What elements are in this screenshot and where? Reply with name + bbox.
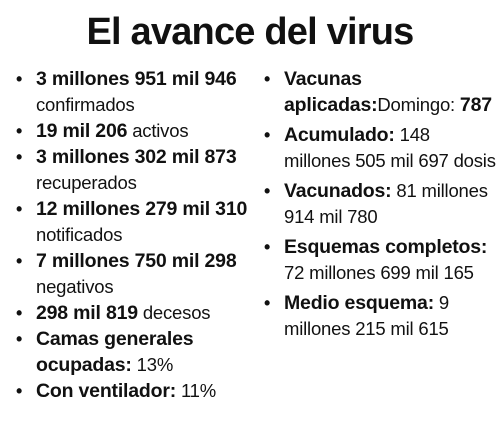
- bullet-icon: •: [16, 329, 23, 349]
- item-label: Medio esquema:: [284, 292, 434, 314]
- list-item-acumulado: • Acumulado: 148 millones 505 mil 697 do…: [262, 122, 496, 174]
- stats-list-right: • Vacunas aplicadas:Domingo: 787 • Acumu…: [262, 66, 496, 346]
- item-value: 9 millones 215 mil 615: [284, 292, 450, 339]
- item-label: Vacunados:: [284, 180, 392, 202]
- item-label: activos: [127, 120, 189, 141]
- bullet-icon: •: [16, 251, 23, 271]
- item-value: 13%: [131, 354, 174, 375]
- item-label: recuperados: [36, 172, 137, 193]
- item-label: notificados: [36, 224, 123, 245]
- bullet-icon: •: [264, 125, 271, 145]
- item-value: 3 millones 302 mil 873: [36, 146, 237, 168]
- list-item-notificados: • 12 millones 279 mil 310 notificados: [14, 196, 250, 248]
- item-label: Vacunas aplicadas:: [284, 68, 378, 116]
- bullet-icon: •: [264, 237, 271, 257]
- list-item-camas: • Camas generales ocupadas: 13%: [14, 326, 250, 378]
- bullet-icon: •: [16, 303, 23, 323]
- item-value: 7 millones 750 mil 298: [36, 250, 237, 272]
- bullet-icon: •: [16, 69, 23, 89]
- item-value: 787: [459, 94, 492, 116]
- list-item-ventilador: • Con ventilador: 11%: [14, 378, 250, 404]
- bullet-icon: •: [16, 121, 23, 141]
- item-label: negativos: [36, 276, 114, 297]
- item-value: 12 millones 279 mil 310: [36, 198, 248, 220]
- item-label: Acumulado:: [284, 124, 395, 146]
- item-label: confirmados: [36, 94, 135, 115]
- list-item-vacunas: • Vacunas aplicadas:Domingo: 787: [262, 66, 496, 118]
- item-value: 148 millones 505 mil 697 dosis: [284, 124, 496, 171]
- list-item-negativos: • 7 millones 750 mil 298 negativos: [14, 248, 250, 300]
- item-value: 298 mil 819: [36, 302, 138, 324]
- list-item-recuperados: • 3 millones 302 mil 873 recuperados: [14, 144, 250, 196]
- bullet-icon: •: [16, 199, 23, 219]
- item-value: 3 millones 951 mil 946: [36, 68, 237, 90]
- stats-list-left: • 3 millones 951 mil 946 confirmados • 1…: [14, 66, 250, 404]
- list-item-vacunados: • Vacunados: 81 millones 914 mil 780: [262, 178, 496, 230]
- bullet-icon: •: [16, 147, 23, 167]
- list-item-confirmados: • 3 millones 951 mil 946 confirmados: [14, 66, 250, 118]
- bullet-icon: •: [264, 69, 271, 89]
- item-label: Con ventilador:: [36, 380, 177, 402]
- list-item-decesos: • 298 mil 819 decesos: [14, 300, 250, 326]
- bullet-icon: •: [264, 293, 271, 313]
- list-item-medio-esquema: • Medio esquema: 9 millones 215 mil 615: [262, 290, 496, 342]
- item-value: 81 millones 914 mil 780: [284, 180, 488, 227]
- list-item-esquemas-completos: • Esquemas completos: 72 millones 699 mi…: [262, 234, 496, 286]
- item-value: 19 mil 206: [36, 120, 128, 142]
- item-label: Camas generales ocupadas:: [36, 328, 194, 376]
- page-title: El avance del virus: [86, 11, 415, 53]
- item-sublabel: Domingo:: [377, 94, 460, 115]
- item-value: 11%: [176, 380, 217, 401]
- bullet-icon: •: [264, 181, 271, 201]
- item-value: 72 millones 699 mil 165: [284, 262, 474, 283]
- item-label: Esquemas completos:: [284, 236, 488, 258]
- bullet-icon: •: [16, 381, 23, 401]
- item-label: decesos: [137, 302, 211, 323]
- list-item-activos: • 19 mil 206 activos: [14, 118, 250, 144]
